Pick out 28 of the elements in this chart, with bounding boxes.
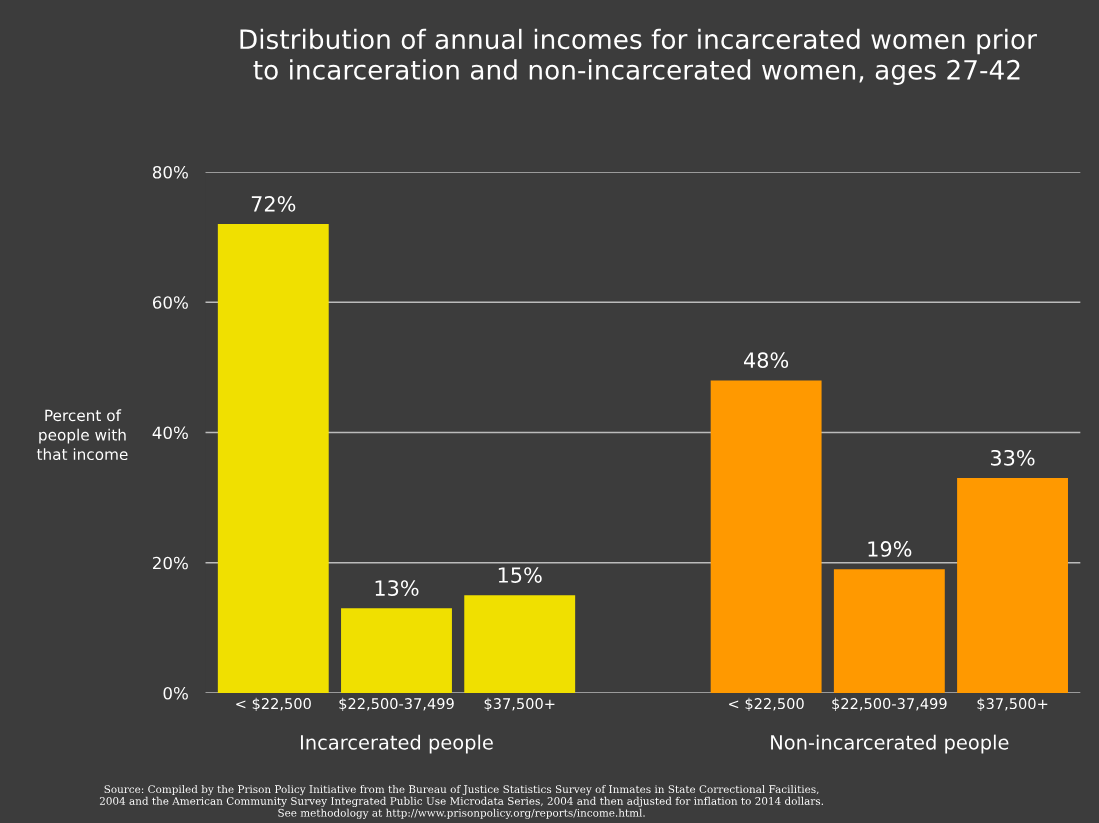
text: Non-incarcerated people xyxy=(771,734,1009,754)
bar xyxy=(341,608,452,693)
source-note: Source: Compiled by the Prison Policy Initiative from the Bureau of Justice Statistics Survey of Inmates in State Correctional Facilities, 2004 and the American Community Survey Integrated Public Use Microdata Series, 2004 and then adjusted for inflation to 2014 dollars. See methodology at http://www.prisonpolicy.org/reports/income.html. xyxy=(99,785,823,819)
x-tick-label: $22,500-37,499 xyxy=(832,697,947,712)
data-label: 13% xyxy=(375,580,419,596)
x-tick-label: $22,500-37,499 xyxy=(339,697,454,712)
y-tick-label: 60% xyxy=(152,296,188,309)
chart-title: Distribution of annual incomes for incarcerated women prior to incarceration and non-incarcerated women, ages 27-42 xyxy=(240,28,1037,85)
data-label: 48% xyxy=(743,352,789,369)
y-tick-label: 80% xyxy=(152,165,188,179)
data-label: 33% xyxy=(990,449,1035,466)
data-label: 72% xyxy=(251,195,296,212)
data-label: 15% xyxy=(498,567,542,583)
y-tick-label: 20% xyxy=(153,556,188,570)
bar xyxy=(710,380,822,693)
x-tick-label: < $22,500 xyxy=(236,697,311,712)
y-tick-label: 0% xyxy=(163,686,188,700)
data-label: 19% xyxy=(868,541,912,557)
x-tick-label: $37,500+ xyxy=(484,697,555,712)
bar xyxy=(464,595,576,693)
x-tick-label: < $22,500 xyxy=(729,697,804,712)
x-tick-label: $37,500+ xyxy=(977,697,1048,712)
text: Incarcerated people xyxy=(300,734,493,754)
bar xyxy=(957,478,1068,693)
bar xyxy=(217,224,329,693)
y-tick-label: 40% xyxy=(152,426,188,440)
bar xyxy=(833,569,945,693)
y-axis-title: Percent of people with that income xyxy=(36,409,128,461)
